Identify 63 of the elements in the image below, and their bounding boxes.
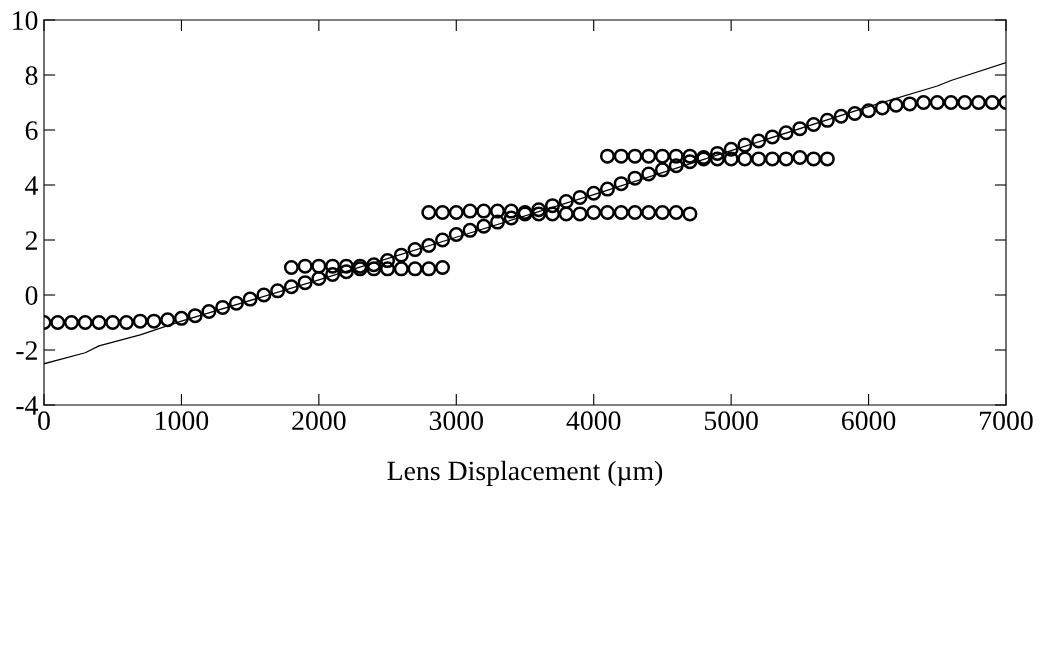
point bbox=[641, 148, 657, 164]
point bbox=[283, 260, 299, 275]
point bbox=[380, 261, 396, 277]
point bbox=[421, 261, 437, 277]
point bbox=[503, 203, 519, 219]
x-tick-label: 6000 bbox=[841, 411, 896, 431]
point bbox=[476, 203, 492, 219]
point bbox=[778, 151, 794, 167]
y-tick-label: 2 bbox=[25, 231, 37, 250]
point bbox=[613, 148, 629, 164]
x-tick-label: 5000 bbox=[704, 411, 758, 431]
point bbox=[366, 261, 382, 277]
point bbox=[723, 151, 739, 167]
y-tick-label: 4 bbox=[25, 176, 39, 195]
point bbox=[490, 203, 506, 219]
x-tick-label: 7000 bbox=[980, 411, 1033, 431]
point bbox=[641, 205, 657, 220]
point bbox=[558, 206, 574, 222]
x-tick-label: 1000 bbox=[156, 411, 209, 431]
point bbox=[421, 205, 437, 220]
y-tick-label: -2 bbox=[16, 341, 37, 360]
point bbox=[407, 261, 423, 277]
x-tick-label: 3000 bbox=[429, 411, 483, 431]
point bbox=[806, 151, 822, 167]
point bbox=[709, 151, 725, 167]
point bbox=[311, 258, 327, 274]
point bbox=[751, 151, 767, 167]
point bbox=[297, 258, 313, 274]
x-axis-title: Lens Displacement (µm) bbox=[387, 460, 663, 486]
x-tick-label: 4000 bbox=[566, 411, 621, 431]
point bbox=[627, 148, 643, 164]
point bbox=[819, 151, 835, 167]
x-tick-label: 2000 bbox=[292, 411, 346, 431]
point bbox=[393, 261, 409, 277]
point bbox=[586, 205, 602, 220]
y-tick-label: 8 bbox=[25, 66, 38, 85]
point bbox=[448, 205, 464, 220]
point bbox=[352, 258, 368, 274]
point bbox=[462, 203, 478, 219]
y-tick-label: 10 bbox=[13, 11, 38, 30]
y-tick-label: 0 bbox=[25, 286, 38, 305]
point bbox=[682, 206, 698, 222]
point bbox=[325, 258, 341, 274]
point bbox=[764, 151, 780, 167]
point bbox=[737, 151, 753, 167]
point bbox=[599, 148, 615, 164]
point bbox=[599, 205, 615, 220]
point bbox=[668, 148, 684, 164]
point bbox=[338, 258, 354, 274]
point bbox=[544, 206, 560, 222]
point bbox=[682, 148, 698, 164]
point bbox=[668, 205, 684, 220]
point bbox=[792, 150, 808, 165]
point bbox=[613, 205, 629, 220]
point bbox=[531, 206, 547, 222]
point bbox=[654, 148, 670, 164]
y-tick-label: 6 bbox=[25, 121, 38, 140]
y-tick-label: -4 bbox=[16, 396, 39, 415]
point bbox=[627, 205, 643, 220]
point bbox=[435, 205, 451, 220]
point bbox=[572, 206, 588, 222]
point bbox=[435, 260, 451, 275]
point bbox=[654, 205, 670, 220]
